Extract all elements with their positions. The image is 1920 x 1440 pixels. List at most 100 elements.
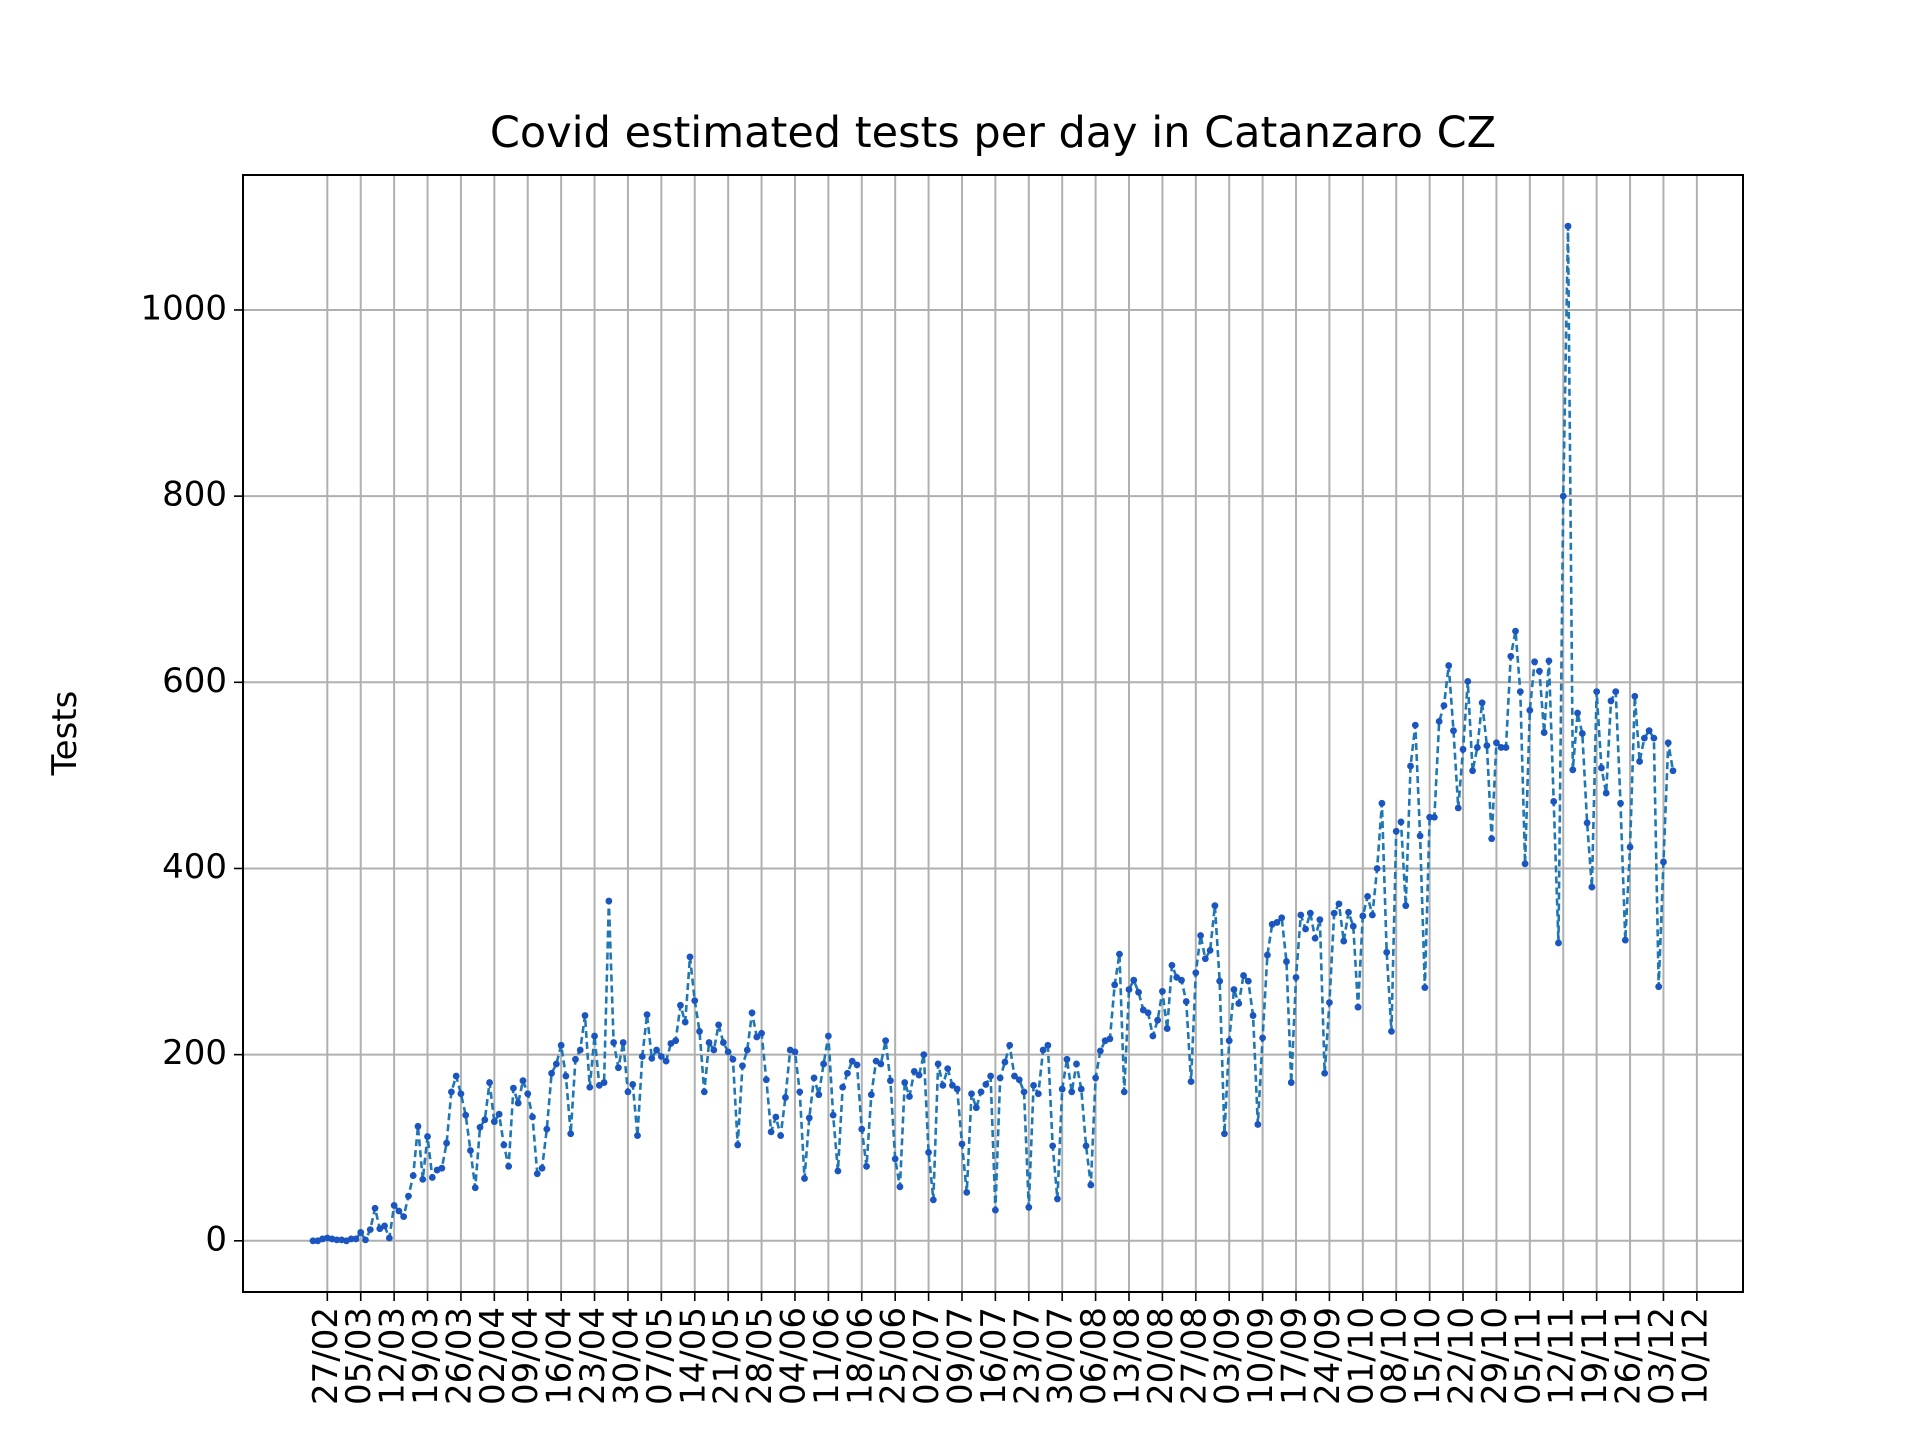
x-tick-label: 05/03 xyxy=(339,1307,379,1405)
y-tick-label: 1000 xyxy=(140,288,227,328)
data-point xyxy=(1607,697,1615,705)
x-tick-label: 05/11 xyxy=(1508,1307,1548,1405)
data-point xyxy=(1235,1000,1243,1007)
data-point xyxy=(400,1213,408,1220)
data-point xyxy=(1411,721,1419,729)
data-point xyxy=(982,1081,990,1088)
data-point xyxy=(719,1039,727,1046)
data-point xyxy=(1011,1072,1018,1080)
data-point xyxy=(457,1090,465,1098)
x-tick-label: 17/09 xyxy=(1275,1307,1315,1405)
data-point xyxy=(753,1033,761,1041)
x-tick-label: 27/02 xyxy=(306,1307,346,1405)
data-point xyxy=(1092,1074,1099,1082)
data-point xyxy=(467,1147,474,1154)
data-point xyxy=(925,1148,932,1156)
x-tick-label: 14/05 xyxy=(673,1307,713,1405)
series-line xyxy=(313,224,1675,1243)
x-tick-label: 16/07 xyxy=(974,1307,1014,1405)
data-point xyxy=(1660,858,1667,866)
data-point xyxy=(1421,984,1429,992)
x-tick-label: 02/07 xyxy=(907,1307,947,1405)
data-point xyxy=(495,1110,503,1118)
data-point xyxy=(395,1207,403,1215)
data-point xyxy=(481,1116,489,1124)
data-point xyxy=(715,1021,723,1029)
chart-title: Covid estimated tests per day in Catanza… xyxy=(490,108,1496,158)
data-point xyxy=(405,1192,412,1200)
data-point xyxy=(581,1012,589,1019)
data-point xyxy=(1583,819,1591,827)
data-point xyxy=(934,1060,942,1068)
data-point xyxy=(1197,932,1204,939)
data-point xyxy=(1287,1079,1295,1086)
data-point xyxy=(820,1060,827,1068)
data-point xyxy=(657,1053,665,1060)
data-point xyxy=(1187,1078,1195,1086)
x-tick-label: 03/09 xyxy=(1208,1307,1248,1405)
data-point xyxy=(710,1046,718,1054)
data-point xyxy=(1631,692,1639,700)
x-tick-label: 20/08 xyxy=(1141,1307,1181,1405)
data-point xyxy=(1512,627,1519,635)
data-point xyxy=(366,1226,374,1234)
data-point xyxy=(1159,987,1166,995)
data-point xyxy=(1368,911,1376,919)
data-point xyxy=(1540,729,1548,736)
data-point xyxy=(414,1122,422,1130)
data-point xyxy=(519,1077,527,1085)
data-point xyxy=(1106,1035,1114,1043)
data-point xyxy=(533,1170,541,1178)
data-point xyxy=(1135,988,1142,996)
data-point xyxy=(1349,922,1357,930)
data-point xyxy=(1464,677,1472,685)
data-point xyxy=(1068,1088,1076,1096)
data-point xyxy=(748,1009,756,1017)
x-tick-label: 19/03 xyxy=(406,1307,446,1405)
data-point xyxy=(443,1139,451,1147)
data-point xyxy=(562,1072,570,1080)
data-point xyxy=(767,1128,775,1136)
data-point xyxy=(691,997,699,1005)
data-point xyxy=(1383,948,1391,956)
data-point xyxy=(1163,1025,1171,1032)
data-point xyxy=(1507,652,1515,660)
data-point xyxy=(576,1046,584,1054)
data-point xyxy=(1230,986,1238,993)
data-point xyxy=(347,1235,355,1243)
data-point xyxy=(1006,1041,1014,1049)
data-point xyxy=(1316,916,1324,924)
data-point xyxy=(839,1083,847,1091)
y-axis-label: Tests xyxy=(45,691,85,777)
data-point xyxy=(796,1088,804,1096)
data-point xyxy=(629,1081,637,1088)
data-point xyxy=(887,1077,894,1085)
data-point xyxy=(462,1111,470,1119)
data-point xyxy=(419,1175,427,1183)
data-point xyxy=(1569,766,1577,774)
data-point xyxy=(638,1053,646,1060)
x-tick-label: 19/11 xyxy=(1575,1307,1615,1405)
data-point xyxy=(447,1088,455,1096)
data-point xyxy=(615,1064,622,1072)
data-point xyxy=(624,1088,632,1096)
data-point xyxy=(896,1183,904,1191)
data-point xyxy=(953,1085,961,1093)
data-point xyxy=(1154,1016,1162,1024)
data-point xyxy=(882,1037,890,1045)
data-point xyxy=(858,1125,866,1133)
data-point xyxy=(362,1236,369,1244)
data-point xyxy=(1034,1090,1042,1098)
data-point xyxy=(1650,734,1658,742)
data-point xyxy=(1469,767,1476,775)
data-point xyxy=(586,1083,594,1091)
data-point xyxy=(848,1057,856,1065)
data-point xyxy=(944,1065,952,1072)
data-point xyxy=(877,1060,885,1068)
data-point xyxy=(1378,799,1386,807)
data-point xyxy=(591,1032,598,1040)
data-point xyxy=(1263,951,1271,959)
data-point xyxy=(1397,818,1405,826)
data-point xyxy=(1426,813,1434,821)
